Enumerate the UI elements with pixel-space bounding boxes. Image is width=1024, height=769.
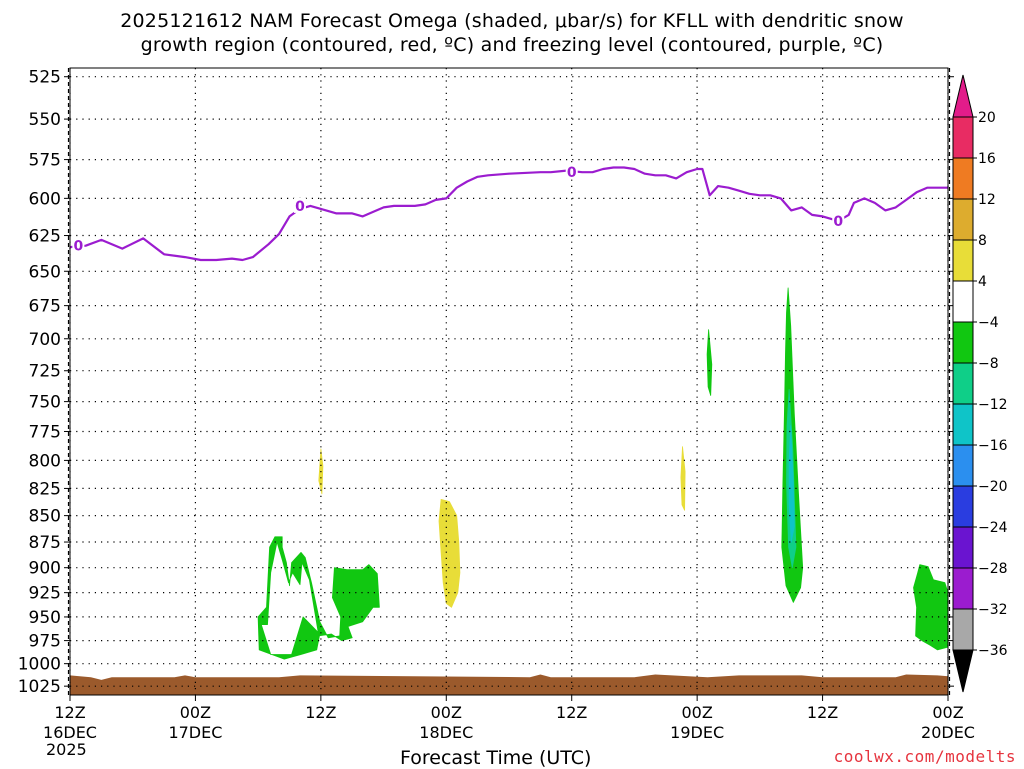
colorbar-top-cap — [952, 74, 974, 118]
freezing-label-bg-0 — [72, 237, 85, 253]
colorbar-swatch-9 — [952, 485, 974, 528]
chart-title-line-2: growth region (contoured, red, ºC) and f… — [140, 34, 884, 56]
plot-border — [69, 67, 949, 696]
colorbar-swatch-12 — [952, 608, 974, 651]
x-axis-year-label: 2025 — [46, 740, 87, 759]
x-tick-label-0: 12Z — [54, 703, 85, 722]
x-tick-label-24: 12Z — [305, 703, 336, 722]
y-axis-ticks: 525 550 575 600 625 650 675 700 725 750 775 800 825 8… — [18, 68, 954, 697]
y-tick-label-725: 725 — [29, 362, 61, 382]
ground-layer — [70, 674, 948, 695]
colorbar-label-6: −8 — [978, 356, 999, 372]
x-tick-label-48: 12Z — [556, 703, 587, 722]
y-tick-label-550: 550 — [29, 110, 61, 130]
colorbar-label-8: −16 — [978, 438, 1008, 454]
freezing-level-label-0: 0 — [73, 239, 83, 255]
x-tick-label-72: 12Z — [807, 703, 838, 722]
ground-surface — [70, 674, 948, 695]
colorbar-label-7: −12 — [978, 397, 1008, 413]
colorbar-swatch-10 — [952, 526, 974, 569]
colorbar-label-3: 8 — [978, 233, 987, 249]
y-tick-label-975: 975 — [29, 632, 61, 652]
x-tick-date-12: 17DEC — [168, 723, 222, 742]
x-tick-date-60: 19DEC — [670, 723, 724, 742]
x-tick-date-0: 16DEC — [43, 723, 97, 742]
colorbar-swatch-0 — [952, 116, 974, 159]
colorbar-label-2: 12 — [978, 192, 996, 208]
colorbar-bottom-cap — [952, 649, 974, 693]
y-tick-label-650: 650 — [29, 262, 61, 282]
y-tick-label-525: 525 — [29, 68, 61, 88]
freezing-label-bg-1 — [293, 197, 306, 213]
omega-region-up-4-8-b — [706, 329, 713, 396]
colorbar-swatch-8 — [952, 444, 974, 487]
y-tick-label-775: 775 — [29, 422, 61, 442]
freezing-level-label-3: 0 — [833, 214, 843, 230]
colorbar-label-10: −24 — [978, 520, 1008, 536]
freezing-label-bg-2 — [565, 164, 578, 180]
source-credit: coolwx.com/modelts — [833, 747, 1016, 766]
freezing-level-line — [69, 166, 948, 262]
y-tick-label-575: 575 — [29, 151, 61, 171]
x-tick-label-12: 00Z — [180, 703, 211, 722]
colorbar-label-9: −20 — [978, 479, 1008, 495]
colorbar-swatch-5 — [952, 321, 974, 364]
colorbar-swatch-1 — [952, 157, 974, 200]
y-tick-label-800: 800 — [29, 451, 61, 471]
y-tick-label-1000: 1000 — [18, 655, 61, 675]
freezing-level-label-1: 0 — [295, 199, 305, 215]
colorbar-label-12: −32 — [978, 602, 1008, 618]
x-tick-date-84: 20DEC — [921, 723, 975, 742]
freezing-level-layer: 0 0 0 0 — [69, 164, 948, 262]
colorbar-label-5: −4 — [978, 315, 999, 331]
colorbar-swatch-7 — [952, 403, 974, 446]
omega-region-up-12-16-c — [788, 425, 795, 543]
y-tick-label-625: 625 — [29, 227, 61, 247]
omega-shading-layer — [257, 287, 949, 660]
y-tick-label-950: 950 — [29, 608, 61, 628]
omega-region-down-4-8-b — [438, 498, 461, 608]
colorbar-label-1: 16 — [978, 151, 996, 167]
y-tick-label-900: 900 — [29, 559, 61, 579]
omega-region-down-4-8-c — [680, 446, 686, 511]
y-tick-label-675: 675 — [29, 297, 61, 317]
colorbar-label-13: −36 — [978, 643, 1008, 659]
x-tick-label-84: 00Z — [932, 703, 963, 722]
omega-region-up-4-8-a — [257, 536, 380, 660]
x-tick-label-60: 00Z — [681, 703, 712, 722]
omega-colorbar: 20 16 12 8 4 −4 −8 −12 −16 −20 −24 −28 −32 −36 — [952, 74, 1008, 693]
colorbar-label-4: 4 — [978, 274, 987, 290]
x-tick-label-36: 00Z — [431, 703, 462, 722]
colorbar-label-11: −28 — [978, 561, 1008, 577]
y-tick-label-700: 700 — [29, 330, 61, 350]
colorbar-swatch-6 — [952, 362, 974, 405]
y-tick-label-750: 750 — [29, 393, 61, 413]
y-tick-label-925: 925 — [29, 584, 61, 604]
colorbar-swatch-11 — [952, 567, 974, 610]
colorbar-label-0: 20 — [978, 110, 996, 126]
freezing-level-label-2: 0 — [567, 165, 577, 181]
y-tick-label-600: 600 — [29, 189, 61, 209]
chart-title-line-1: 2025121612 NAM Forecast Omega (shaded, μ… — [120, 10, 904, 32]
y-tick-label-875: 875 — [29, 533, 61, 553]
plot-frame — [67, 67, 951, 696]
colorbar-swatch-2 — [952, 198, 974, 241]
x-tick-date-36: 18DEC — [419, 723, 473, 742]
omega-region-up-4-8-d — [913, 564, 949, 651]
colorbar-swatch-3 — [952, 239, 974, 282]
x-axis-title: Forecast Time (UTC) — [400, 747, 592, 769]
grid-layer — [69, 68, 949, 695]
y-tick-label-825: 825 — [29, 479, 61, 499]
y-tick-label-1025: 1025 — [18, 677, 61, 697]
y-tick-label-850: 850 — [29, 507, 61, 527]
colorbar-swatch-4 — [952, 280, 974, 323]
freezing-label-bg-3 — [832, 212, 845, 228]
